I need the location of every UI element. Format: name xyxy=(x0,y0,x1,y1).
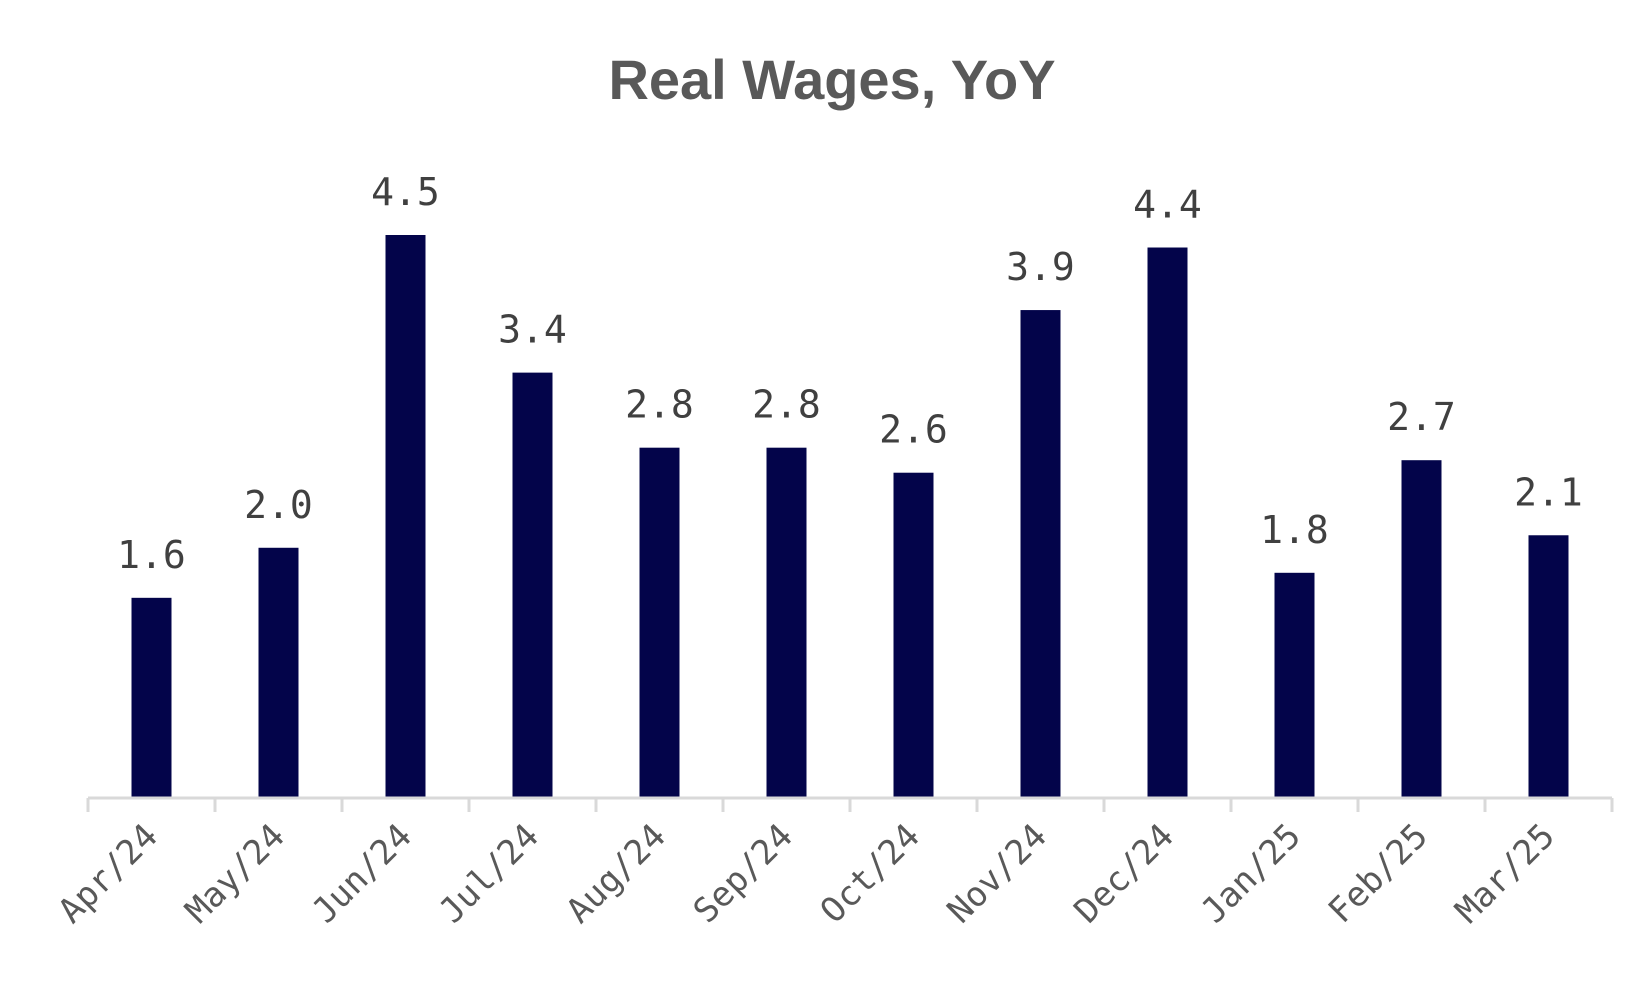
data-label: 2.6 xyxy=(879,408,948,452)
x-tick-label: Jan/25 xyxy=(1194,816,1309,931)
chart-title: Real Wages, YoY xyxy=(608,48,1055,111)
data-label: 2.1 xyxy=(1514,470,1583,514)
data-label: 2.8 xyxy=(625,383,694,427)
bars-group xyxy=(131,235,1569,798)
x-tick-label: Dec/24 xyxy=(1067,816,1182,931)
bar-aug-24 xyxy=(639,447,680,798)
data-label: 4.5 xyxy=(371,170,440,214)
bar-may-24 xyxy=(258,547,299,798)
bar-dec-24 xyxy=(1147,247,1188,798)
bar-feb-25 xyxy=(1401,460,1442,798)
bar-jul-24 xyxy=(512,372,553,798)
bar-apr-24 xyxy=(131,597,172,798)
x-tick-label: Nov/24 xyxy=(940,816,1055,931)
data-label: 2.0 xyxy=(244,483,313,527)
data-label: 3.4 xyxy=(498,308,567,352)
bar-jun-24 xyxy=(385,235,426,798)
data-label: 1.6 xyxy=(117,533,186,577)
data-labels-group: 1.6 2.0 4.5 3.4 2.8 2.8 2.6 3.9 4.4 1.8 2.7 2.1 xyxy=(117,170,1583,577)
x-tick-label: Feb/25 xyxy=(1321,816,1436,931)
x-tick-label: May/24 xyxy=(178,816,293,931)
bar-sep-24 xyxy=(766,447,807,798)
bar-mar-25 xyxy=(1528,535,1569,798)
data-label: 1.8 xyxy=(1260,508,1329,552)
data-label: 3.9 xyxy=(1006,245,1075,289)
x-tick-labels-group: Apr/24 May/24 Jun/24 Jul/24 Aug/24 Sep/24 Oct/… xyxy=(51,816,1563,931)
x-axis xyxy=(86,796,1614,812)
data-label: 4.4 xyxy=(1133,183,1202,227)
x-tick-label: Sep/24 xyxy=(686,816,801,931)
x-tick-label: Mar/25 xyxy=(1448,816,1563,931)
bar-nov-24 xyxy=(1020,310,1061,798)
x-tick-label: Aug/24 xyxy=(559,816,674,931)
data-label: 2.7 xyxy=(1387,395,1456,439)
bar-oct-24 xyxy=(893,472,934,798)
x-tick-label: Oct/24 xyxy=(813,816,928,931)
x-tick-label: Jun/24 xyxy=(305,816,420,931)
x-tick-label: Apr/24 xyxy=(51,816,166,931)
bar-jan-25 xyxy=(1274,572,1315,798)
x-tick-label: Jul/24 xyxy=(432,816,547,931)
data-label: 2.8 xyxy=(752,383,821,427)
